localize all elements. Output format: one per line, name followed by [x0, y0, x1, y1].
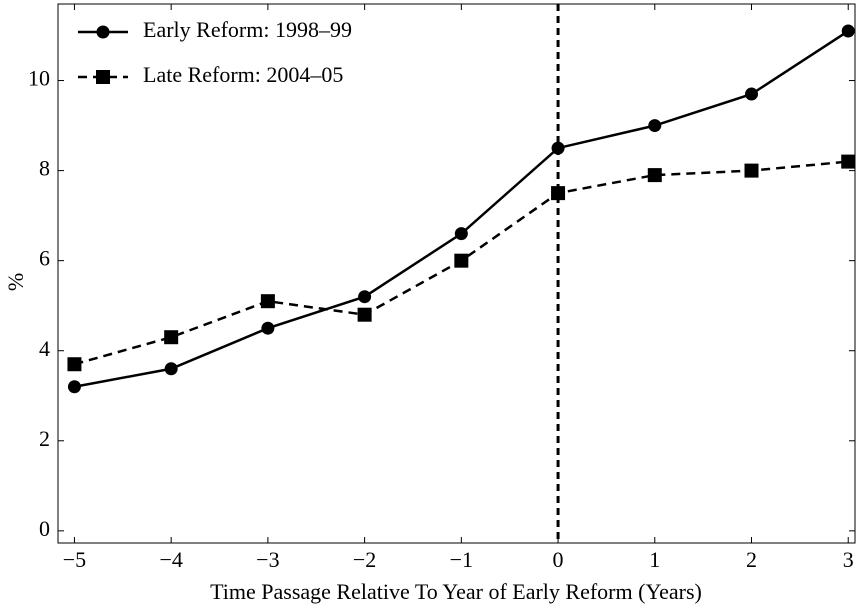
x-tick-label: 2	[746, 547, 757, 572]
legend-label: Late Reform: 2004–05	[143, 62, 343, 87]
y-tick-label: 8	[39, 156, 50, 181]
marker	[357, 307, 372, 322]
x-tick-label: 3	[843, 547, 854, 572]
plot-frame	[57, 3, 856, 544]
y-axis-label: %	[3, 273, 28, 291]
y-tick-label: 0	[39, 516, 50, 541]
marker	[648, 119, 662, 133]
marker	[164, 362, 178, 376]
x-tick-label: −1	[450, 547, 473, 572]
marker	[260, 294, 275, 309]
marker	[841, 154, 856, 169]
x-tick-label: 0	[553, 547, 564, 572]
y-tick-label: 10	[28, 66, 50, 91]
marker	[67, 380, 81, 394]
x-tick-label: −4	[159, 547, 182, 572]
marker	[551, 141, 565, 155]
marker	[454, 227, 468, 241]
marker	[744, 163, 759, 178]
marker	[164, 330, 179, 345]
y-tick-label: 2	[39, 426, 50, 451]
marker	[454, 253, 469, 268]
marker	[96, 70, 110, 84]
y-tick-label: 4	[39, 336, 50, 361]
x-tick-label: −2	[353, 547, 376, 572]
marker	[358, 290, 372, 304]
y-tick-label: 6	[39, 246, 50, 271]
marker	[67, 357, 82, 372]
x-tick-label: 1	[649, 547, 660, 572]
marker	[647, 168, 662, 183]
marker	[551, 186, 566, 201]
legend-label: Early Reform: 1998–99	[143, 17, 352, 42]
marker	[841, 24, 855, 38]
marker	[261, 321, 275, 335]
x-tick-label: −5	[63, 547, 86, 572]
marker	[96, 25, 110, 39]
x-tick-label: −3	[256, 547, 279, 572]
x-axis-label: Time Passage Relative To Year of Early R…	[210, 579, 702, 604]
marker	[745, 87, 759, 101]
